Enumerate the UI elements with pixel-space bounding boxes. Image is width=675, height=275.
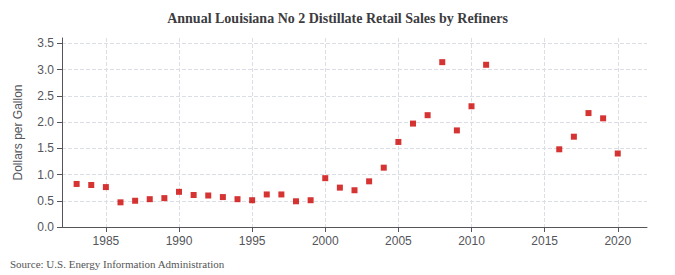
svg-text:1990: 1990 — [166, 234, 193, 248]
svg-text:2010: 2010 — [458, 234, 485, 248]
svg-text:0.0: 0.0 — [37, 220, 54, 234]
svg-text:1995: 1995 — [239, 234, 266, 248]
svg-text:0.5: 0.5 — [37, 194, 54, 208]
svg-text:2000: 2000 — [312, 234, 339, 248]
svg-text:2015: 2015 — [531, 234, 558, 248]
svg-text:Dollars per Gallon: Dollars per Gallon — [11, 84, 25, 180]
svg-text:3.5: 3.5 — [37, 36, 54, 50]
svg-text:Annual Louisiana No 2 Distilla: Annual Louisiana No 2 Distillate Retail … — [167, 11, 508, 26]
svg-text:2.5: 2.5 — [37, 89, 54, 103]
svg-text:2020: 2020 — [604, 234, 631, 248]
svg-text:1.0: 1.0 — [37, 168, 54, 182]
svg-text:2005: 2005 — [385, 234, 412, 248]
svg-text:1.5: 1.5 — [37, 141, 54, 155]
svg-text:Source: U.S. Energy Informatio: Source: U.S. Energy Information Administ… — [10, 258, 225, 270]
svg-text:3.0: 3.0 — [37, 63, 54, 77]
svg-text:1985: 1985 — [93, 234, 120, 248]
svg-text:2.0: 2.0 — [37, 115, 54, 129]
